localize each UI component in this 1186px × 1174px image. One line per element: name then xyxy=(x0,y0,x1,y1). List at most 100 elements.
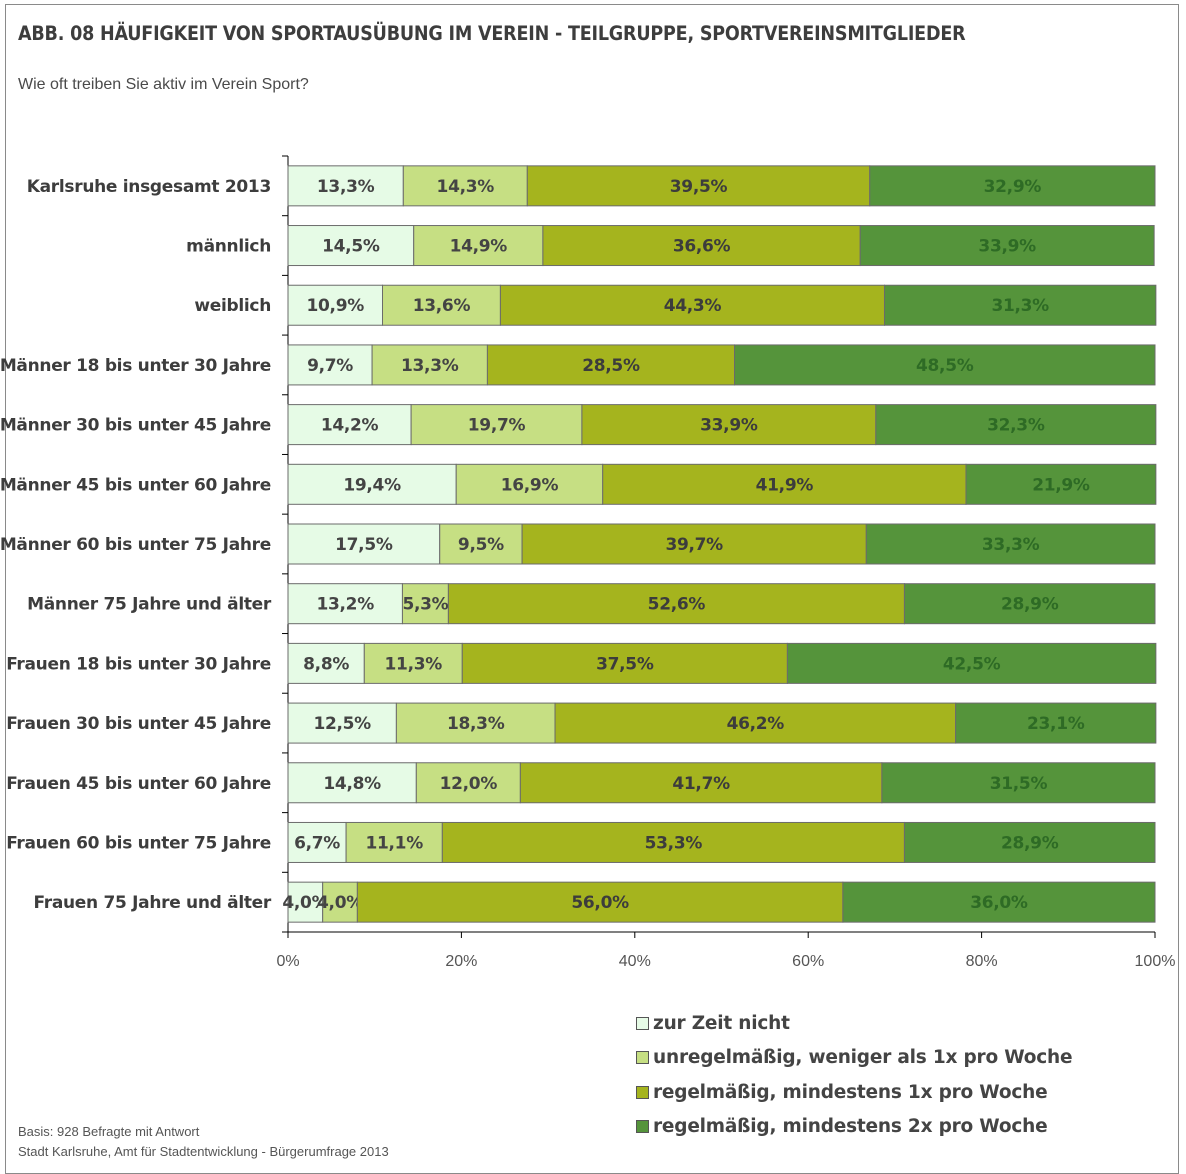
bar-segment xyxy=(402,165,528,207)
bar-segment xyxy=(903,821,1156,863)
bar-segment xyxy=(382,284,501,326)
chart-title: ABB. 08 HÄUFIGKEIT VON SPORTAUSÜBUNG IM … xyxy=(18,22,966,45)
data-label: 36,0% xyxy=(970,893,1028,913)
data-label: 21,9% xyxy=(1032,475,1090,495)
data-label: 17,5% xyxy=(335,535,393,555)
x-tick-label: 80% xyxy=(966,953,998,970)
bar-segment xyxy=(287,881,324,923)
data-label: 19,4% xyxy=(343,475,401,495)
legend-item: zur Zeit nicht xyxy=(636,1006,1072,1041)
legend-label: regelmäßig, mindestens 1x pro Woche xyxy=(653,1081,1048,1103)
legend-swatch xyxy=(636,1085,649,1099)
legend-swatch xyxy=(636,1120,649,1134)
footnote-source: Stadt Karlsruhe, Amt für Stadtentwicklun… xyxy=(18,1144,389,1159)
data-label: 33,9% xyxy=(978,237,1036,257)
x-tick-label: 40% xyxy=(619,953,651,970)
data-label: 23,1% xyxy=(1027,714,1085,734)
bar-segment xyxy=(287,404,412,446)
bar-segment xyxy=(395,702,556,744)
legend-swatch xyxy=(636,1051,649,1065)
bar-segment xyxy=(322,881,358,923)
data-label: 32,9% xyxy=(984,177,1042,197)
footnote-basis: Basis: 928 Befragte mit Antwort xyxy=(18,1124,200,1139)
category-label: Frauen 75 Jahre und älter xyxy=(34,893,272,913)
bar-segment xyxy=(410,404,583,446)
bar-segment xyxy=(881,762,1156,804)
data-label: 9,7% xyxy=(307,356,353,376)
bar-segment xyxy=(842,881,1156,923)
data-label: 18,3% xyxy=(447,714,505,734)
x-tick-label: 100% xyxy=(1135,953,1176,970)
bar-segment xyxy=(786,642,1157,684)
data-label: 31,3% xyxy=(991,296,1049,316)
category-label: Männer 18 bis unter 30 Jahre xyxy=(0,356,271,376)
category-label: Männer 45 bis unter 60 Jahre xyxy=(0,475,271,495)
bar-segment xyxy=(287,523,441,565)
bar-segment xyxy=(287,583,403,625)
data-label: 14,3% xyxy=(437,177,495,197)
bar-segment xyxy=(965,463,1157,505)
stacked-bar-chart: 0% 20% 40% 60% 80% 100% Karlsruhe insgesamt 20… xyxy=(0,155,1176,970)
data-label: 32,3% xyxy=(987,416,1045,436)
data-label: 39,5% xyxy=(670,177,728,197)
data-label: 37,5% xyxy=(596,654,654,674)
category-label: weiblich xyxy=(194,296,271,316)
bar-segment xyxy=(554,702,957,744)
data-label: 12,0% xyxy=(440,774,498,794)
data-label: 10,9% xyxy=(307,296,365,316)
bar-segment xyxy=(441,821,905,863)
data-label: 52,6% xyxy=(648,595,706,615)
category-label: männlich xyxy=(186,237,271,257)
data-label: 53,3% xyxy=(645,833,703,853)
bar-segment xyxy=(287,642,365,684)
x-tick-label: 20% xyxy=(445,953,477,970)
data-label: 13,2% xyxy=(316,595,374,615)
data-label: 39,7% xyxy=(665,535,723,555)
bar-segment xyxy=(521,523,867,565)
bar-segment xyxy=(883,284,1157,326)
bar-segment xyxy=(371,344,488,386)
category-label: Männer 30 bis unter 45 Jahre xyxy=(0,416,271,436)
data-label: 28,5% xyxy=(582,356,640,376)
bar-segment xyxy=(486,344,736,386)
data-label: 31,5% xyxy=(990,774,1048,794)
bar-segment xyxy=(875,404,1157,446)
bar-segment xyxy=(415,762,521,804)
x-tick-label: 0% xyxy=(276,953,299,970)
bar-segment xyxy=(287,165,404,207)
chart-legend: zur Zeit nicht unregelmäßig, weniger als … xyxy=(636,1006,1073,1144)
bar-segment xyxy=(455,463,604,505)
data-label: 11,3% xyxy=(385,654,443,674)
data-label: 44,3% xyxy=(664,296,722,316)
data-label: 19,7% xyxy=(468,416,526,436)
category-label: Männer 60 bis unter 75 Jahre xyxy=(0,535,271,555)
bar-segment xyxy=(287,702,397,744)
legend-item: unregelmäßig, weniger als 1x pro Woche xyxy=(636,1041,1073,1076)
bar-segment xyxy=(903,583,1156,625)
data-label: 13,6% xyxy=(413,296,471,316)
bar-segment xyxy=(734,344,1156,386)
x-tick-label: 60% xyxy=(792,953,824,970)
legend-label: unregelmäßig, weniger als 1x pro Woche xyxy=(653,1047,1073,1069)
data-label: 8,8% xyxy=(303,654,349,674)
legend-item: regelmäßig, mindestens 1x pro Woche xyxy=(636,1075,1072,1110)
data-label: 4,0% xyxy=(282,893,328,913)
data-label: 56,0% xyxy=(571,893,629,913)
data-label: 16,9% xyxy=(501,475,559,495)
data-label: 9,5% xyxy=(458,535,504,555)
data-label: 4,0% xyxy=(317,893,363,913)
bar-segment xyxy=(287,344,373,386)
data-label: 28,9% xyxy=(1001,833,1059,853)
data-label: 6,7% xyxy=(294,833,340,853)
data-label: 33,9% xyxy=(700,416,758,436)
bar-segment xyxy=(363,642,463,684)
data-label: 41,7% xyxy=(672,774,730,794)
data-label: 14,2% xyxy=(321,416,379,436)
data-label: 11,1% xyxy=(365,833,423,853)
data-label: 48,5% xyxy=(916,356,974,376)
bar-segment xyxy=(356,881,844,923)
legend-label: regelmäßig, mindestens 2x pro Woche xyxy=(653,1116,1048,1138)
data-label: 28,9% xyxy=(1001,595,1059,615)
bar-segment xyxy=(287,821,347,863)
bar-segment xyxy=(859,225,1155,267)
